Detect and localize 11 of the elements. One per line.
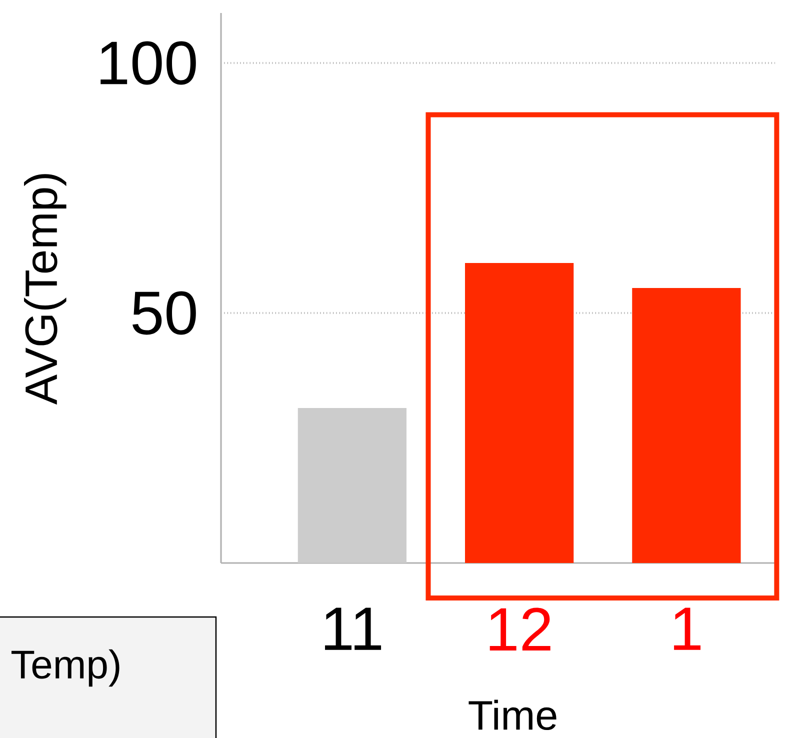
y-axis-title: AVG(Temp) [24,174,66,405]
x-axis-title: Time [468,700,556,730]
bar [632,288,741,563]
x-tick-label: 11 [325,608,382,650]
y-tick-label: 100 [100,41,196,85]
y-tick-label: 50 [132,291,196,335]
bar [298,408,407,563]
x-tick-label: 12 [490,608,550,651]
x-tick-label: 1 [674,608,700,650]
text: Temp) [12,649,120,687]
bar [465,262,574,563]
